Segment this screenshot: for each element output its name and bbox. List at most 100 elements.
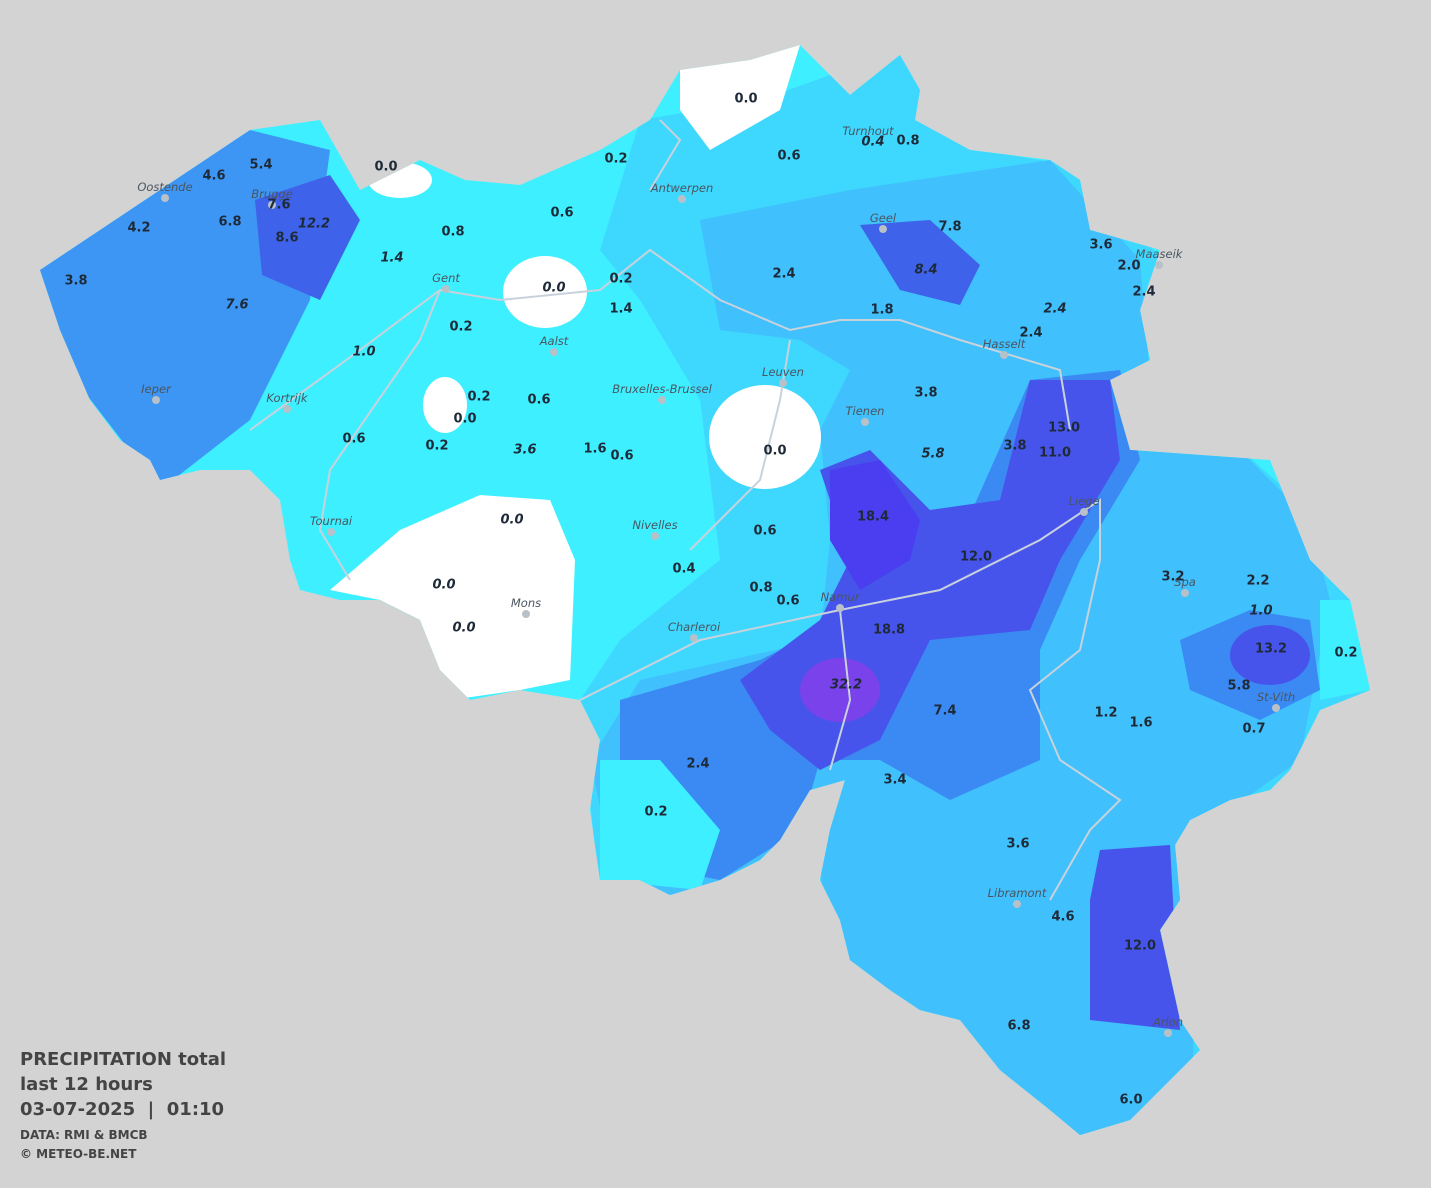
city-dot xyxy=(1272,704,1280,712)
city-dot xyxy=(327,528,335,536)
zone-west xyxy=(40,130,330,490)
precip-value: 3.6 xyxy=(1089,238,1112,253)
city-name: Geel xyxy=(870,211,897,225)
legend-title: PRECIPITATION total xyxy=(20,1049,226,1070)
city-dot xyxy=(779,379,787,387)
city-dot xyxy=(283,405,291,413)
precip-value: 3.8 xyxy=(1003,439,1026,454)
precip-value: 0.6 xyxy=(777,149,800,164)
city-dot xyxy=(861,418,869,426)
city-dot xyxy=(678,195,686,203)
precip-value: 12.2 xyxy=(298,217,330,232)
city-name: Brugge xyxy=(251,187,293,201)
precip-value: 1.6 xyxy=(583,442,606,457)
precip-value: 3.8 xyxy=(914,386,937,401)
city-name: Bruxelles-Brussel xyxy=(612,382,712,396)
precip-value: 3.4 xyxy=(883,773,906,788)
precip-value: 5.4 xyxy=(249,158,272,173)
precip-value: 7.8 xyxy=(938,220,961,235)
precip-value: 2.4 xyxy=(772,267,795,282)
city-name: Spa xyxy=(1174,575,1196,589)
precip-value: 8.6 xyxy=(275,231,298,246)
legend: PRECIPITATION total last 12 hours 03-07-… xyxy=(20,1049,226,1161)
city-name: Libramont xyxy=(988,886,1047,900)
legend-copyright: © METEO-BE.NET xyxy=(20,1147,137,1161)
city-dot xyxy=(1000,351,1008,359)
zone-geel xyxy=(860,220,980,305)
city-name: Aalst xyxy=(539,334,569,348)
precip-value: 0.4 xyxy=(861,135,884,150)
precip-value: 0.0 xyxy=(734,92,757,107)
zone-dry xyxy=(330,495,575,700)
precip-value: 1.4 xyxy=(609,302,632,317)
precip-value: 1.2 xyxy=(1094,706,1117,721)
precip-value: 0.0 xyxy=(452,621,475,636)
precip-value: 0.2 xyxy=(449,320,472,335)
city-name: Tournai xyxy=(310,514,353,528)
precip-value: 0.0 xyxy=(374,160,397,175)
precip-value: 18.8 xyxy=(873,623,905,638)
precip-value: 5.8 xyxy=(921,447,944,462)
precip-value: 12.0 xyxy=(1124,939,1156,954)
city-name: Ieper xyxy=(141,382,172,396)
city-name: Hasselt xyxy=(983,337,1026,351)
precip-value: 3.6 xyxy=(1006,837,1029,852)
precip-value: 0.2 xyxy=(609,272,632,287)
precip-value: 3.8 xyxy=(64,274,87,289)
precip-value: 2.4 xyxy=(1019,326,1042,341)
precip-value: 7.4 xyxy=(933,704,956,719)
precip-value: 4.2 xyxy=(127,221,150,236)
city-dot xyxy=(1080,508,1088,516)
zone-brugge xyxy=(255,175,360,300)
precip-value: 1.0 xyxy=(1249,604,1272,619)
precip-value: 0.6 xyxy=(527,393,550,408)
precip-value: 18.4 xyxy=(857,510,889,525)
city-name: Leuven xyxy=(762,365,804,379)
precip-value: 0.0 xyxy=(763,444,786,459)
precip-value: 0.0 xyxy=(453,412,476,427)
labels: Oostende Brugge Gent Antwerpen Turnhout Geel M… xyxy=(64,92,1357,1108)
city-dot xyxy=(651,532,659,540)
precip-value: 0.4 xyxy=(672,562,695,577)
legend-datetime: 03-07-2025 | 01:10 xyxy=(20,1099,224,1120)
precip-value: 6.8 xyxy=(1007,1019,1030,1034)
precip-value: 1.6 xyxy=(1129,716,1152,731)
city-dot xyxy=(658,396,666,404)
legend-source: DATA: RMI & BMCB xyxy=(20,1128,148,1142)
precip-value: 5.8 xyxy=(1227,679,1250,694)
precip-value: 13.0 xyxy=(1048,421,1080,436)
city-name: Turnhout xyxy=(842,124,894,138)
precip-value: 12.0 xyxy=(960,550,992,565)
city-name: Charleroi xyxy=(668,620,721,634)
precip-value: 2.2 xyxy=(1246,574,1269,589)
precip-value: 4.6 xyxy=(202,169,225,184)
precip-value: 6.8 xyxy=(218,215,241,230)
precip-value: 0.2 xyxy=(467,390,490,405)
precip-value: 0.8 xyxy=(441,225,464,240)
precip-value: 0.2 xyxy=(425,439,448,454)
precip-value: 0.0 xyxy=(432,578,455,593)
precip-value: 0.2 xyxy=(644,805,667,820)
city-dot xyxy=(879,225,887,233)
precip-value: 3.6 xyxy=(513,443,536,458)
city-name: Liege xyxy=(1068,494,1099,508)
precip-value: 4.6 xyxy=(1051,910,1074,925)
city-name: Kortrijk xyxy=(266,391,309,405)
zone-peak xyxy=(800,658,880,722)
precip-value: 0.7 xyxy=(1242,722,1265,737)
city-dot xyxy=(550,348,558,356)
precip-value: 0.6 xyxy=(342,432,365,447)
precip-value: 2.4 xyxy=(686,757,709,772)
city-name: Tienen xyxy=(846,404,885,418)
city-name: Gent xyxy=(432,271,460,285)
precip-value: 0.0 xyxy=(542,281,565,296)
precip-value: 2.4 xyxy=(1043,302,1066,317)
precip-value: 0.8 xyxy=(749,581,772,596)
city-dot xyxy=(1181,589,1189,597)
precip-value: 0.2 xyxy=(1334,646,1357,661)
precip-value: 8.4 xyxy=(914,263,937,278)
zone-stvith-core xyxy=(1230,625,1310,685)
precip-value: 0.6 xyxy=(610,449,633,464)
precip-value: 7.6 xyxy=(225,298,248,313)
